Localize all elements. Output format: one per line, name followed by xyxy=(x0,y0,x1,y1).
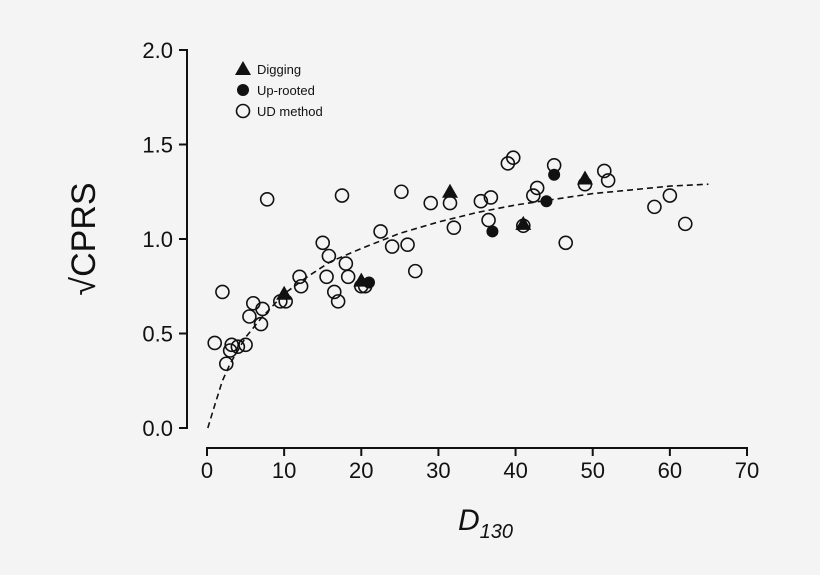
data-point xyxy=(483,190,499,205)
data-point xyxy=(334,188,350,203)
y-axis-title-radical: √ xyxy=(65,277,103,296)
data-point xyxy=(407,263,423,279)
data-point xyxy=(340,269,356,285)
x-axis-title-main: D xyxy=(458,504,480,537)
legend-label: Up-rooted xyxy=(257,83,315,98)
x-tick-label: 50 xyxy=(580,458,604,483)
data-point xyxy=(446,220,462,235)
data-point xyxy=(423,195,439,211)
data-point xyxy=(238,337,253,353)
data-point xyxy=(259,192,275,207)
y-tick-label: 1.0 xyxy=(142,227,173,252)
data-point xyxy=(319,269,334,285)
data-point xyxy=(363,276,375,289)
y-tick-label: 2.0 xyxy=(142,38,173,63)
y-tick-label: 1.5 xyxy=(142,133,173,158)
axes: 0 10 20 30 40 50 60 70 0.0 0.5 1.0 1.5 2.0 xyxy=(142,38,759,483)
legend-label: Digging xyxy=(257,62,301,77)
x-tick-label: 10 xyxy=(272,458,296,483)
data-point xyxy=(677,216,693,232)
legend-marker xyxy=(237,84,249,96)
data-point xyxy=(373,224,388,239)
x-tick-label: 30 xyxy=(426,458,450,483)
data-point xyxy=(330,294,346,309)
x-tick-label: 40 xyxy=(503,458,527,483)
x-tick-label: 0 xyxy=(201,458,213,483)
legend: Digging Up-rooted UD method xyxy=(235,61,323,119)
data-point xyxy=(338,256,354,271)
data-point xyxy=(292,269,307,285)
y-ticks: 0.0 0.5 1.0 1.5 2.0 xyxy=(142,38,187,441)
y-tick-label: 0.0 xyxy=(142,416,173,441)
data-point xyxy=(245,295,261,311)
data-point xyxy=(529,180,545,196)
legend-marker xyxy=(235,61,251,75)
data-point xyxy=(442,195,458,211)
data-point xyxy=(558,235,574,251)
x-axis-title-subscript: 130 xyxy=(480,521,513,543)
data-point xyxy=(276,285,293,300)
x-tick-label: 20 xyxy=(349,458,373,483)
data-point xyxy=(647,199,662,215)
data-point xyxy=(486,225,499,238)
data-point xyxy=(321,248,337,264)
data-point xyxy=(481,212,496,228)
data-point xyxy=(242,309,257,324)
data-point xyxy=(473,193,489,209)
data-point xyxy=(215,284,230,300)
data-point xyxy=(540,195,553,208)
legend-label: UD method xyxy=(257,104,323,119)
data-point xyxy=(384,239,400,254)
data-point xyxy=(577,170,593,185)
data-point xyxy=(505,150,521,166)
data-points xyxy=(207,150,693,372)
data-point xyxy=(662,188,678,203)
y-axis-title: √CPRS xyxy=(65,182,103,295)
data-point xyxy=(400,237,415,252)
data-point xyxy=(253,316,269,332)
data-point xyxy=(207,335,223,351)
fit-curve xyxy=(207,183,709,429)
x-tick-label: 60 xyxy=(658,458,682,483)
data-point xyxy=(218,356,234,372)
data-point xyxy=(315,235,331,251)
data-point xyxy=(548,168,561,181)
data-point xyxy=(222,343,238,358)
data-point xyxy=(515,215,532,230)
data-point xyxy=(442,183,458,198)
x-axis-title: D130 xyxy=(458,504,513,543)
data-point xyxy=(326,284,342,300)
data-point xyxy=(230,339,246,355)
data-point xyxy=(600,173,616,188)
legend-marker xyxy=(235,103,251,119)
y-axis-title-main: CPRS xyxy=(65,182,103,276)
data-point xyxy=(293,278,309,294)
x-tick-label: 70 xyxy=(735,458,759,483)
data-point xyxy=(255,301,270,317)
x-ticks: 0 10 20 30 40 50 60 70 xyxy=(201,448,759,483)
data-point xyxy=(596,163,612,179)
data-point xyxy=(394,184,409,200)
y-tick-label: 0.5 xyxy=(142,322,173,347)
data-point xyxy=(224,337,239,353)
data-point xyxy=(526,188,541,203)
